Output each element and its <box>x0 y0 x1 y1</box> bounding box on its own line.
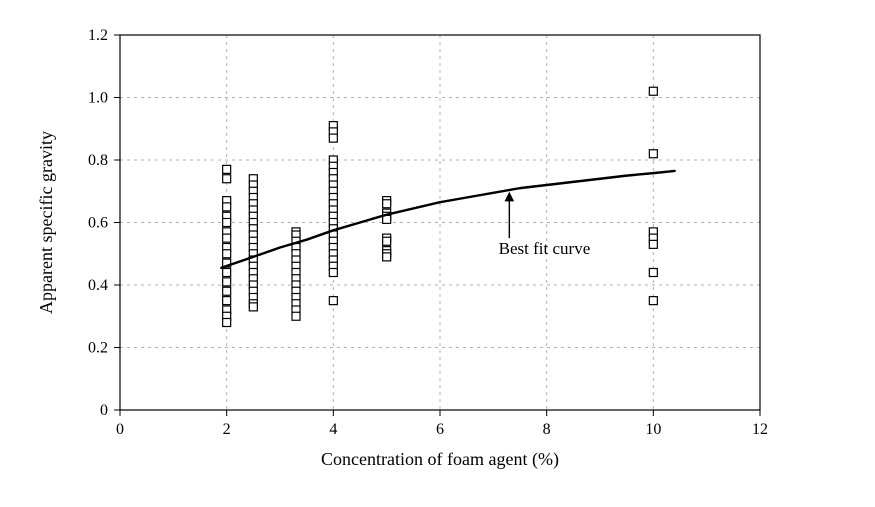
scatter-chart: 0 2 4 6 8 10 12 0 0.2 0.4 0.6 0.8 1.0 1.2 Concentratio… <box>0 0 875 507</box>
x-tick-label: 4 <box>329 421 337 438</box>
x-tick-label: 2 <box>223 421 231 438</box>
chart-container: 0 2 4 6 8 10 12 0 0.2 0.4 0.6 0.8 1.0 1.2 Concentratio… <box>0 0 875 507</box>
data-point <box>223 278 231 286</box>
data-point <box>223 269 231 277</box>
data-point <box>383 237 391 245</box>
y-tick-label: 0.2 <box>88 340 108 357</box>
data-point <box>223 319 231 327</box>
data-point <box>329 269 337 277</box>
data-point <box>223 297 231 305</box>
y-tick-label: 0 <box>100 402 108 419</box>
data-point <box>649 150 657 158</box>
x-tick-label: 0 <box>116 421 124 438</box>
y-tick-label: 1.2 <box>88 27 108 44</box>
data-point <box>383 200 391 208</box>
y-axis-label: Apparent specific gravity <box>36 131 56 314</box>
data-point <box>223 234 231 242</box>
data-point <box>223 165 231 173</box>
y-tick-label: 0.6 <box>88 215 108 232</box>
data-point <box>292 312 300 320</box>
data-point <box>649 87 657 95</box>
data-point <box>649 240 657 248</box>
y-tick-label: 1.0 <box>88 90 108 107</box>
x-tick-label: 10 <box>645 421 661 438</box>
data-point <box>223 287 231 295</box>
y-tick-label: 0.8 <box>88 152 108 169</box>
data-point <box>383 253 391 261</box>
y-tick-label: 0.4 <box>88 277 108 294</box>
data-point <box>223 219 231 227</box>
data-point <box>329 297 337 305</box>
data-point <box>649 269 657 277</box>
x-tick-label: 8 <box>543 421 551 438</box>
x-tick-label: 6 <box>436 421 444 438</box>
data-point <box>223 175 231 183</box>
data-point <box>649 297 657 305</box>
x-tick-label: 12 <box>752 421 768 438</box>
data-point <box>223 203 231 211</box>
data-point <box>223 250 231 258</box>
data-point <box>329 134 337 142</box>
annotation-label: Best fit curve <box>499 239 591 258</box>
data-point <box>249 303 257 311</box>
x-axis-label: Concentration of foam agent (%) <box>321 449 559 470</box>
